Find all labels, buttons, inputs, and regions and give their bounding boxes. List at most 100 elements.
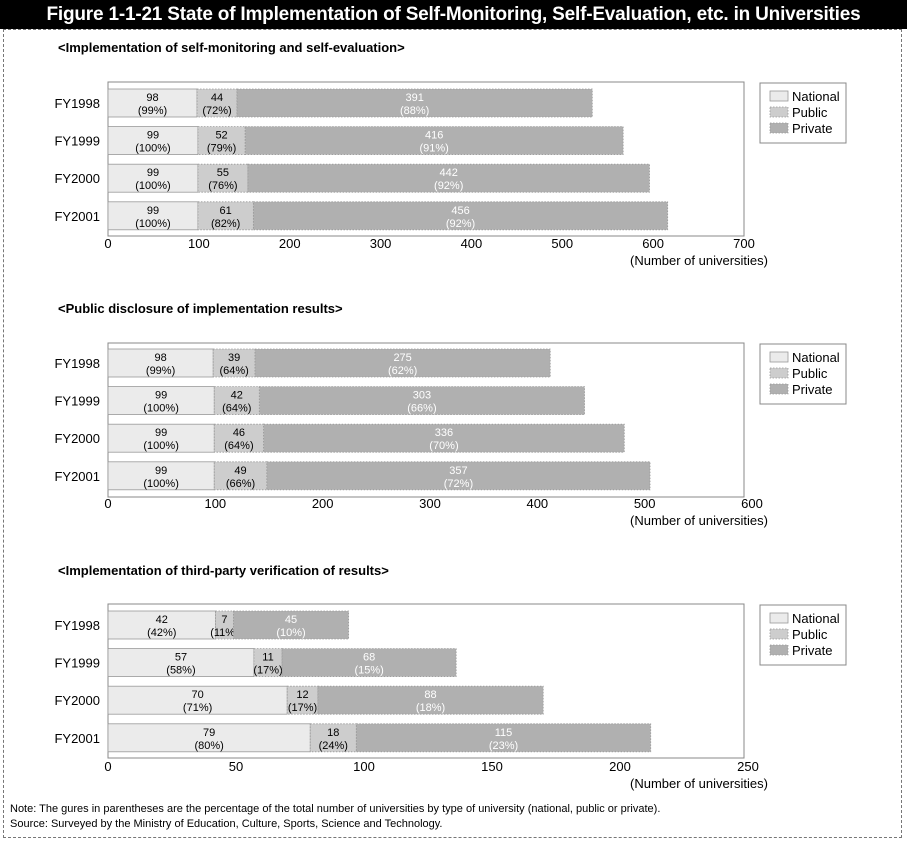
- data-label-percent: (70%): [429, 440, 458, 452]
- data-label-value: 99: [155, 390, 167, 402]
- category-label: FY2000: [54, 171, 100, 186]
- data-label-value: 42: [231, 390, 243, 402]
- bar-public: [196, 88, 238, 118]
- bar-public: [197, 163, 249, 193]
- x-tick-label: 200: [312, 496, 334, 511]
- data-label-percent: (64%): [222, 403, 251, 415]
- legend-swatch-private: [769, 644, 789, 656]
- data-label-value: 61: [220, 205, 232, 217]
- bar-national: [107, 685, 288, 715]
- legend-swatch-public: [769, 628, 789, 640]
- bar-public: [286, 685, 319, 715]
- data-label-percent: (91%): [420, 143, 449, 155]
- legend-label-private: Private: [792, 382, 832, 397]
- data-label-value: 11: [262, 652, 273, 664]
- legend-label-national: National: [792, 350, 840, 365]
- plot-area-2: [107, 342, 745, 498]
- data-label-percent: (24%): [319, 740, 348, 752]
- data-label-value: 39: [228, 352, 240, 364]
- bar-national: [107, 723, 311, 753]
- data-label-percent: (99%): [146, 365, 175, 377]
- data-label-value: 416: [425, 130, 443, 142]
- data-label-percent: (17%): [288, 702, 317, 714]
- data-label-value: 57: [175, 652, 187, 664]
- data-label-percent: (64%): [219, 365, 248, 377]
- x-tick-label: 200: [279, 236, 301, 251]
- x-tick-label: 300: [419, 496, 441, 511]
- bar-private: [252, 201, 669, 231]
- data-label-value: 357: [449, 465, 467, 477]
- data-label-value: 99: [147, 167, 159, 179]
- data-label-percent: (79%): [207, 143, 236, 155]
- x-tick-label: 0: [104, 496, 111, 511]
- data-label-percent: (100%): [143, 403, 178, 415]
- bar-private: [236, 88, 593, 118]
- bar-private: [247, 163, 650, 193]
- x-tick-label: 700: [733, 236, 755, 251]
- data-label-value: 99: [147, 130, 159, 142]
- legend-swatch-national: [769, 612, 789, 624]
- data-label-percent: (100%): [135, 143, 170, 155]
- bar-public: [213, 386, 260, 416]
- category-label: FY1998: [54, 96, 100, 111]
- x-tick-label: 250: [737, 759, 759, 774]
- legend-label-public: Public: [792, 366, 828, 381]
- plot-area-1: [107, 81, 745, 237]
- data-label-percent: (80%): [194, 740, 223, 752]
- x-tick-label: 100: [353, 759, 375, 774]
- data-label-percent: (92%): [434, 180, 463, 192]
- data-label-percent: (71%): [183, 702, 212, 714]
- data-label-percent: (82%): [211, 218, 240, 230]
- legend-label-national: National: [792, 89, 840, 104]
- data-label-value: 46: [233, 427, 245, 439]
- data-label-value: 79: [203, 727, 215, 739]
- data-label-value: 55: [217, 167, 229, 179]
- bar-public: [197, 201, 254, 231]
- data-label-value: 7: [221, 614, 227, 626]
- data-label-value: 98: [154, 352, 166, 364]
- data-label-value: 115: [495, 727, 513, 739]
- x-tick-label: 400: [461, 236, 483, 251]
- bar-public: [213, 423, 265, 453]
- data-label-value: 99: [155, 465, 167, 477]
- category-label: FY2000: [54, 431, 100, 446]
- data-label-percent: (100%): [135, 180, 170, 192]
- x-tick-label: 50: [229, 759, 243, 774]
- bar-national: [107, 348, 214, 378]
- bar-public: [197, 126, 246, 155]
- bar-national: [107, 610, 216, 640]
- x-tick-label: 0: [104, 236, 111, 251]
- data-label-percent: (92%): [446, 218, 475, 230]
- bar-private: [355, 723, 652, 753]
- figure-frame: [3, 29, 902, 838]
- bar-private: [317, 685, 544, 715]
- x-tick-label: 500: [634, 496, 656, 511]
- data-label-value: 68: [363, 652, 375, 664]
- data-label-percent: (11%): [210, 627, 239, 639]
- data-label-percent: (15%): [354, 665, 383, 677]
- legend-label-public: Public: [792, 627, 828, 642]
- data-label-percent: (64%): [224, 440, 253, 452]
- data-label-value: 275: [393, 352, 411, 364]
- legend-swatch-national: [769, 90, 789, 102]
- legend-swatch-private: [769, 383, 789, 395]
- legend-label-national: National: [792, 611, 840, 626]
- source-text: Source: Surveyed by the Ministry of Educ…: [10, 818, 443, 830]
- data-label-value: 12: [296, 689, 308, 701]
- plot-area-3: [107, 603, 745, 759]
- x-tick-label: 200: [609, 759, 631, 774]
- x-axis-label: (Number of universities): [630, 253, 768, 268]
- bar-private: [281, 648, 457, 677]
- data-label-value: 44: [211, 92, 223, 104]
- data-label-percent: (62%): [388, 365, 417, 377]
- data-label-value: 391: [405, 92, 423, 104]
- note-text: Note: The gures in parentheses are the p…: [10, 803, 661, 815]
- category-label: FY1999: [54, 394, 100, 409]
- data-label-value: 98: [146, 92, 158, 104]
- data-label-value: 49: [234, 465, 246, 477]
- category-label: FY2000: [54, 693, 100, 708]
- x-axis-label: (Number of universities): [630, 776, 768, 791]
- bar-national: [107, 386, 215, 416]
- chart-3-title: <Implementation of third-party verificat…: [58, 563, 389, 578]
